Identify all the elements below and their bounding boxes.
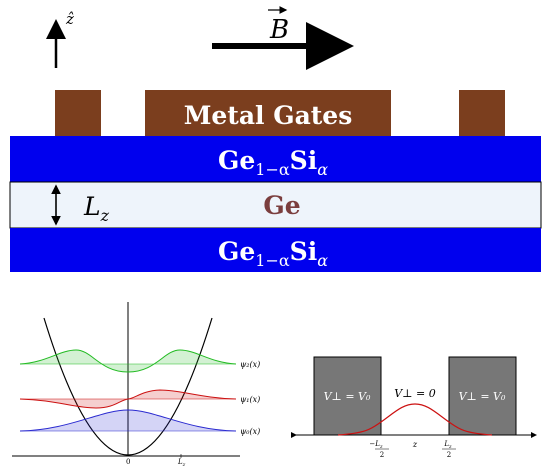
psi2-curve bbox=[19, 349, 237, 373]
tick-right-denominator: 2 bbox=[447, 451, 451, 459]
gates-label: Metal Gates bbox=[184, 101, 353, 130]
gate-right bbox=[459, 90, 505, 137]
psi2-label: ψ₂(x) bbox=[240, 360, 260, 369]
barrier-top-layer bbox=[10, 136, 541, 182]
middle-region-label: V⊥ = 0 bbox=[394, 387, 436, 400]
tick-left-denominator: 2 bbox=[380, 451, 384, 459]
psi1-label: ψ₁(x) bbox=[240, 395, 260, 404]
germanium-well-layer bbox=[9, 181, 542, 229]
right-region-label: V⊥ = V₀ bbox=[459, 390, 506, 403]
gate-left bbox=[55, 90, 101, 137]
harmonic-potential-curve bbox=[43, 317, 213, 456]
barrier-right-block bbox=[448, 356, 517, 436]
barrier-bottom-label: Ge1−αSiα bbox=[218, 237, 328, 270]
z-axis-label: ẑ bbox=[65, 10, 74, 28]
harmonic-tick-zero: 0 bbox=[126, 458, 130, 466]
barrier-top-label: Ge1−αSiα bbox=[218, 146, 328, 179]
well-label: Ge bbox=[263, 191, 300, 220]
ground-state-curve bbox=[337, 403, 493, 436]
psi0-curve bbox=[19, 409, 237, 432]
psi0-label: ψ₀(x) bbox=[240, 427, 260, 436]
psi2-fill bbox=[20, 350, 236, 372]
psi0-fill bbox=[20, 410, 236, 431]
magnetic-field-label: B bbox=[269, 15, 289, 45]
tick-left-label: −Lz bbox=[369, 440, 383, 450]
thickness-label: Lz bbox=[83, 192, 110, 225]
square-well-plot: V⊥ = V₀ V⊥ = 0 V⊥ = V₀ −Lz 2 z Lz 2 bbox=[291, 356, 537, 459]
gate-center bbox=[145, 90, 391, 137]
barrier-bottom-layer bbox=[10, 228, 541, 272]
harmonic-oscillator-plot: ψ₂(x) ψ₁(x) ψ₀(x) 0 Lz bbox=[12, 302, 260, 466]
left-region-label: V⊥ = V₀ bbox=[324, 390, 371, 403]
barrier-left-block bbox=[313, 356, 382, 436]
tick-right-label: Lz bbox=[443, 440, 452, 450]
tick-mid-label: z bbox=[412, 440, 418, 449]
harmonic-tick-lz: Lz bbox=[177, 458, 186, 466]
heterostructure-diagram: ẑ B Metal Gates Ge1−αSiα Ge Lz Ge1−αSiα bbox=[9, 6, 542, 272]
